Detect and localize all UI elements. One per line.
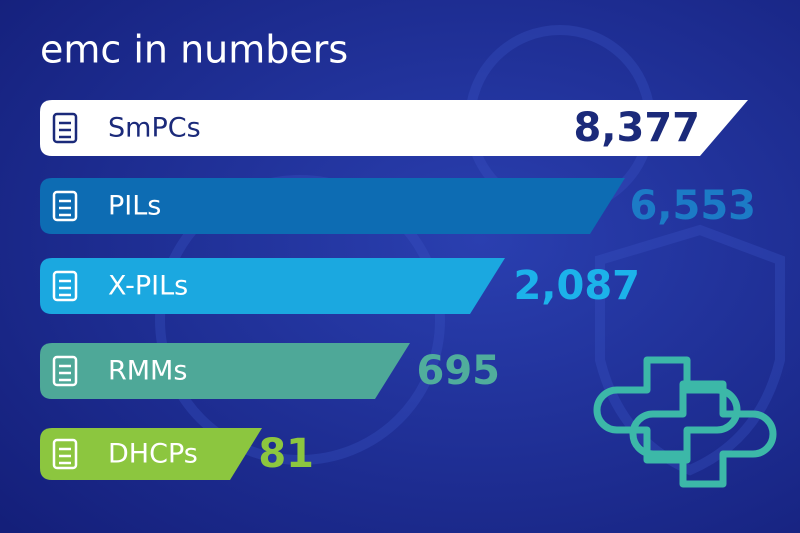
icon [52,190,78,222]
item-label: PILs [108,191,161,222]
cross-logo [593,356,777,488]
icon [52,355,78,387]
item-value: 81 [258,431,314,477]
icon-shape [52,438,78,470]
icon-shape [52,112,78,144]
item-label: SmPCs [108,113,201,144]
bar [40,100,748,156]
item-label: DHCPs [108,439,198,470]
title: emc in numbers [40,28,348,72]
bar [40,428,262,480]
item-value: 2,087 [513,263,640,309]
icon-shape [52,190,78,222]
bar [40,343,410,399]
item-label: RMMs [108,356,187,387]
bar [40,258,505,314]
bar [40,178,625,234]
item-label: X-PILs [108,271,188,302]
item-value: 695 [417,348,501,394]
icon [52,112,78,144]
item-value: 8,377 [573,105,700,151]
icon-shape [52,270,78,302]
icon [52,438,78,470]
item-value: 6,553 [629,183,756,229]
icon-shape [52,355,78,387]
icon [52,270,78,302]
rows: SmPCs 8,377 PILs 6,553 X-PILs 2,087 RMMs 695 DHC… [40,100,756,480]
